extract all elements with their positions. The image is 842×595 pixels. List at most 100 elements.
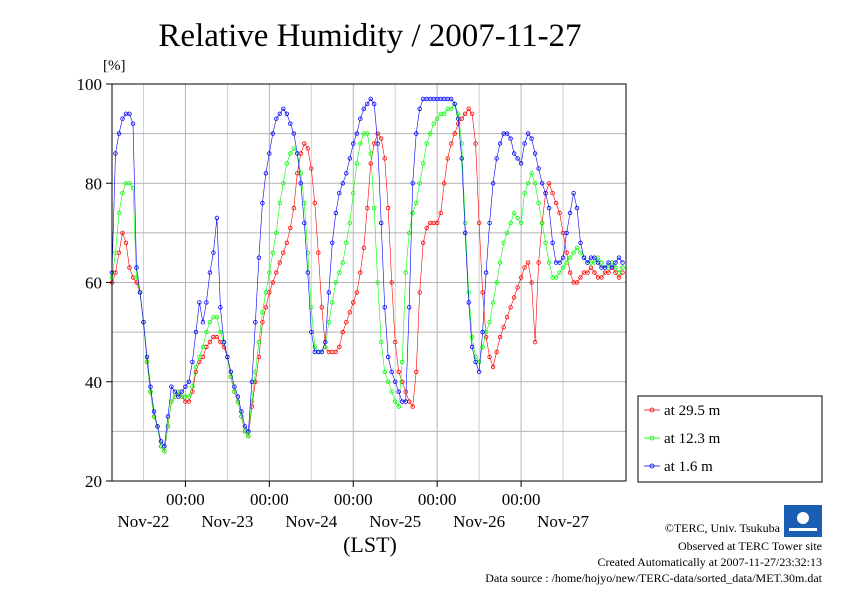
data-point (592, 255, 597, 260)
data-point (274, 116, 279, 121)
data-point (305, 250, 310, 255)
data-point (333, 349, 338, 355)
data-point (281, 250, 286, 255)
data-point (302, 141, 307, 146)
data-point (435, 116, 440, 121)
data-point (365, 131, 370, 136)
data-point (309, 305, 314, 310)
data-point (588, 265, 594, 270)
data-point (473, 141, 478, 146)
data-point (602, 265, 608, 270)
data-point (410, 404, 415, 409)
footer-source: Data source : /home/hojyo/new/TERC-data/… (485, 571, 822, 585)
data-point (539, 220, 545, 226)
data-point (564, 260, 569, 265)
data-point (449, 141, 454, 146)
data-point (550, 240, 555, 245)
data-point (463, 220, 468, 226)
data-point (284, 111, 289, 116)
data-point (396, 404, 401, 409)
data-point (511, 210, 517, 216)
data-point (372, 101, 377, 107)
data-point (497, 141, 503, 146)
data-point (246, 429, 251, 434)
y-tick-label: 80 (85, 174, 102, 193)
data-point (396, 369, 401, 374)
data-point (158, 439, 164, 444)
data-point (291, 146, 296, 151)
data-point (490, 300, 496, 305)
data-point (295, 151, 300, 156)
data-point (225, 354, 230, 360)
data-point (532, 151, 538, 156)
data-point (183, 384, 188, 389)
data-point (207, 270, 213, 275)
x-time-label: 00:00 (334, 490, 373, 509)
data-point (365, 205, 370, 211)
data-point (487, 354, 492, 360)
data-point (532, 181, 538, 186)
data-point (522, 265, 527, 270)
x-time-label: 00:00 (502, 490, 541, 509)
data-point (270, 280, 275, 285)
terc-logo (784, 505, 822, 537)
data-point (497, 334, 503, 340)
data-point (620, 265, 625, 270)
data-point (466, 290, 471, 295)
data-point (529, 136, 534, 141)
data-point (494, 349, 499, 355)
data-point (525, 181, 531, 186)
data-point (263, 290, 269, 295)
data-point (508, 305, 513, 310)
data-point (347, 220, 352, 226)
data-point (525, 131, 531, 136)
data-point (494, 280, 499, 285)
data-point (267, 151, 272, 156)
data-point (459, 141, 464, 146)
data-point (459, 156, 464, 161)
data-point (239, 414, 244, 419)
data-point (368, 96, 373, 102)
data-point (518, 220, 524, 226)
data-point (543, 240, 548, 245)
data-point (260, 310, 265, 315)
data-point (316, 250, 321, 255)
data-point (375, 141, 380, 146)
data-point (518, 275, 524, 280)
data-point (616, 275, 622, 280)
data-point (277, 260, 282, 265)
data-point (190, 359, 195, 365)
data-point (274, 270, 279, 275)
data-point (358, 270, 363, 275)
legend-label: at 1.6 m (664, 459, 713, 475)
data-point (344, 320, 349, 325)
data-point (218, 305, 223, 310)
data-point (253, 320, 258, 325)
data-point (372, 205, 377, 211)
data-point (452, 131, 457, 136)
data-point (616, 270, 622, 275)
data-point (557, 260, 562, 265)
data-point (235, 399, 241, 404)
x-date-label: Nov-25 (369, 512, 421, 531)
data-point (358, 141, 363, 146)
data-point (469, 334, 475, 340)
data-point (330, 300, 335, 305)
data-point (151, 414, 157, 419)
data-point (546, 205, 552, 211)
data-point (309, 166, 314, 171)
terc-logo-wave (789, 528, 817, 531)
data-point (141, 320, 146, 325)
chart-title: Relative Humidity / 2007-11-27 (158, 18, 581, 54)
data-point (529, 280, 534, 285)
data-point (578, 250, 583, 255)
data-point (613, 260, 618, 265)
data-point (228, 369, 234, 374)
data-point (344, 240, 349, 245)
data-point (476, 369, 482, 374)
data-point (400, 359, 405, 365)
data-point (354, 131, 359, 136)
x-tick-labels: 00:00 00:00 00:00 00:00 00:00 Nov-22 Nov-23 Nov… (117, 481, 590, 531)
data-point (463, 111, 468, 116)
